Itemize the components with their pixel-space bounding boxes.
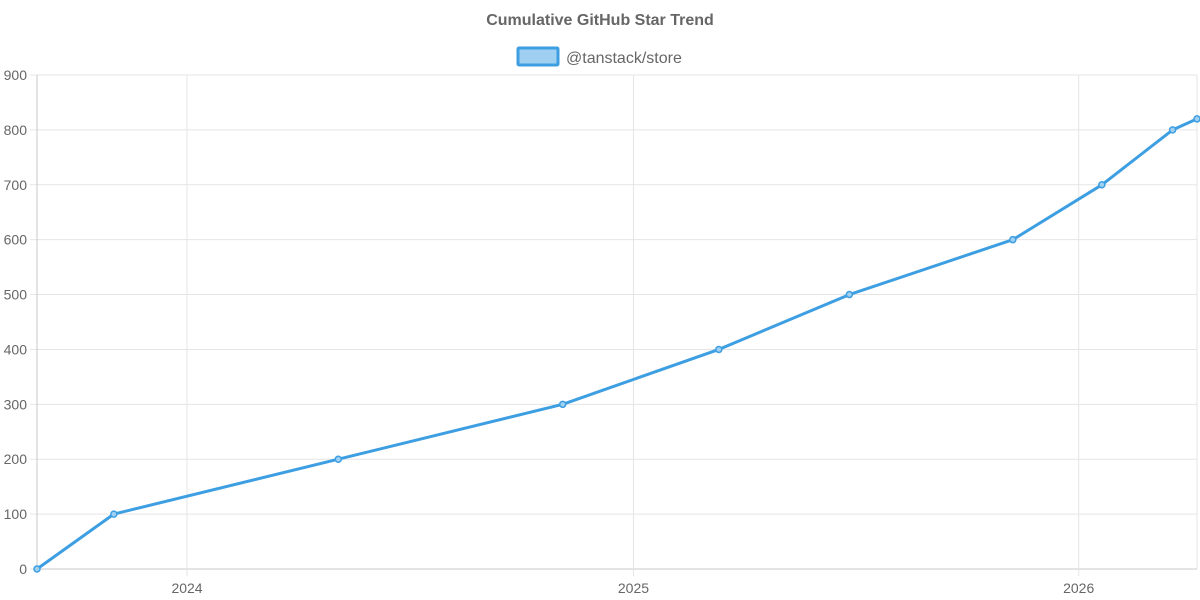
data-point[interactable] [1168, 126, 1177, 134]
data-point[interactable] [845, 290, 854, 299]
axes: 0 100 200 300 400 500 600 700 800 900 2024 2025 2026 [4, 67, 1095, 596]
series-line-tanstack-store[interactable] [35, 117, 1199, 571]
y-tick-label: 600 [4, 232, 28, 248]
y-tick-label: 400 [4, 341, 28, 357]
y-tick-label: 800 [4, 122, 28, 138]
y-tick-label: 200 [4, 451, 28, 467]
y-tick-label: 900 [4, 67, 28, 83]
data-point[interactable] [558, 400, 567, 409]
chart-title: Cumulative GitHub Star Trend [486, 12, 714, 29]
data-point[interactable] [334, 455, 343, 463]
data-point[interactable] [1009, 235, 1017, 244]
data-point[interactable] [715, 345, 723, 354]
y-tick-label: 700 [4, 177, 28, 193]
grid [37, 74, 1198, 570]
y-tick-label: 300 [4, 396, 28, 412]
x-tick-label: 2026 [1063, 580, 1094, 596]
data-point[interactable] [1193, 115, 1200, 123]
data-point[interactable] [110, 510, 118, 518]
legend-label[interactable]: @tanstack/store [566, 50, 682, 67]
x-tick-label: 2024 [171, 580, 202, 596]
data-point[interactable] [33, 565, 41, 573]
data-point[interactable] [1098, 181, 1106, 189]
y-tick-label: 100 [4, 506, 28, 522]
legend-swatch[interactable] [516, 46, 560, 67]
series-layer [33, 115, 1200, 573]
y-tick-label: 500 [4, 287, 28, 303]
y-tick-label: 0 [19, 561, 27, 577]
legend[interactable]: @tanstack/store [516, 46, 682, 67]
x-tick-label: 2025 [618, 580, 649, 596]
